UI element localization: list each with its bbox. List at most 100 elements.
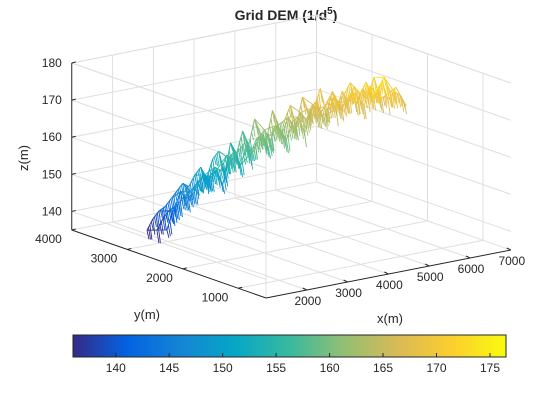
mesh-hatch: [309, 110, 313, 123]
z-tick-label: 180: [42, 56, 62, 70]
mesh-hatch: [211, 172, 215, 183]
x-tick-label: 3000: [335, 286, 362, 300]
mesh-cross-segment: [385, 87, 397, 96]
mesh-hatch: [270, 117, 274, 132]
mesh-hatch: [226, 155, 230, 171]
mesh-hatch: [335, 98, 339, 108]
mesh-cross-segment: [216, 155, 228, 171]
mesh-hatch: [338, 103, 342, 119]
mesh-hatch: [233, 156, 237, 173]
colorbar-tick-label: 165: [373, 361, 393, 375]
x-tick-mark: [384, 271, 389, 275]
mesh-cross-segment: [228, 150, 239, 159]
mesh-hatch: [239, 148, 243, 163]
mesh-hatch: [304, 117, 308, 128]
mesh-hatch: [165, 214, 169, 223]
mesh-hatch: [327, 110, 331, 120]
mesh-hatch: [259, 136, 263, 148]
mesh-hatch: [170, 198, 174, 210]
mesh-hatch: [379, 85, 383, 100]
mesh-hatch: [252, 125, 256, 137]
mesh-profile-segment: [162, 210, 170, 219]
mesh-hatch: [399, 94, 403, 107]
mesh-hatch: [180, 185, 184, 194]
mesh-cross-segment: [359, 85, 371, 94]
mesh-hatch: [205, 177, 209, 189]
mesh-cross-segment: [383, 76, 395, 92]
mesh-hatch: [328, 98, 332, 110]
chart-title: Grid DEM (1/d5): [235, 6, 338, 23]
mesh-hatch: [153, 216, 157, 227]
mesh-hatch: [380, 84, 384, 95]
mesh-hatch: [175, 206, 179, 220]
mesh-hatch: [250, 151, 254, 162]
mesh-hatch: [152, 218, 156, 235]
mesh-hatch: [287, 135, 291, 152]
mesh-hatch: [295, 123, 299, 140]
y-axis-label: y(m): [134, 307, 160, 322]
mesh-hatch: [277, 127, 281, 140]
mesh-hatch: [275, 117, 278, 127]
mesh-hatch: [244, 150, 248, 163]
mesh-hatch: [381, 98, 385, 114]
chart-title-main: Grid DEM (1/d: [235, 7, 328, 23]
mesh-cross-segment: [290, 105, 301, 113]
mesh-hatch: [308, 111, 312, 127]
mesh-hatch: [351, 90, 355, 100]
mesh-hatch: [284, 137, 288, 153]
colorbar-tick-label: 155: [266, 361, 286, 375]
mesh-hatch: [335, 110, 339, 127]
mesh-hatch: [300, 124, 304, 140]
colorbar: [72, 334, 507, 358]
mesh-hatch: [392, 93, 396, 109]
x-tick-label: 2000: [294, 294, 321, 308]
mesh-hatch: [195, 188, 199, 205]
mesh-hatch: [192, 177, 196, 192]
mesh-hatch: [251, 149, 255, 160]
mesh-hatch: [191, 189, 195, 202]
grid-line: [71, 14, 511, 84]
mesh-hatch: [263, 137, 267, 153]
mesh-hatch: [293, 119, 297, 135]
mesh-hatch: [297, 116, 301, 126]
mesh-hatch: [350, 94, 354, 104]
mesh-hatch: [236, 152, 240, 166]
mesh-profile-segment: [238, 142, 245, 152]
y-tick-label: 4000: [35, 232, 62, 246]
mesh-hatch: [244, 142, 248, 152]
mesh-profile-segment: [194, 166, 202, 176]
mesh-hatch: [202, 175, 206, 190]
mesh-hatch: [238, 150, 242, 162]
chart-title-suffix: ): [333, 7, 338, 23]
mesh-hatch: [191, 180, 195, 191]
mesh-hatch: [181, 199, 185, 210]
y-tick-label: 2000: [146, 271, 173, 285]
mesh-hatch: [266, 145, 270, 158]
mesh-hatch: [221, 166, 225, 178]
mesh-hatch: [323, 114, 327, 128]
mesh-hatch: [368, 90, 372, 105]
colorbar-tick-label: 145: [159, 361, 179, 375]
mesh-hatch: [179, 187, 183, 202]
mesh-hatch: [217, 168, 221, 185]
surface-mesh: [146, 76, 407, 244]
mesh-profile-segment: [292, 116, 299, 122]
x-tick-mark: [424, 263, 430, 267]
mesh-hatch: [245, 145, 249, 158]
mesh-hatch: [393, 91, 397, 105]
mesh-hatch: [395, 92, 399, 109]
mesh-hatch: [171, 196, 175, 211]
mesh-hatch: [220, 181, 224, 193]
mesh-hatch: [325, 113, 329, 127]
mesh-hatch: [230, 157, 234, 173]
mesh-hatch: [148, 227, 151, 240]
tick-labels: 2000 3000 4000 5000 6000 7000 1000 2000 3000 4000…: [35, 56, 525, 308]
mesh-hatch: [392, 89, 396, 103]
mesh-cross-segment: [254, 118, 265, 131]
colorbar-tick-label: 160: [320, 361, 340, 375]
x-tick-label: 5000: [417, 270, 444, 284]
mesh-hatch: [255, 122, 259, 135]
mesh-hatch: [389, 91, 393, 108]
mesh-hatch: [238, 161, 242, 176]
mesh-cross-segment: [240, 153, 251, 166]
